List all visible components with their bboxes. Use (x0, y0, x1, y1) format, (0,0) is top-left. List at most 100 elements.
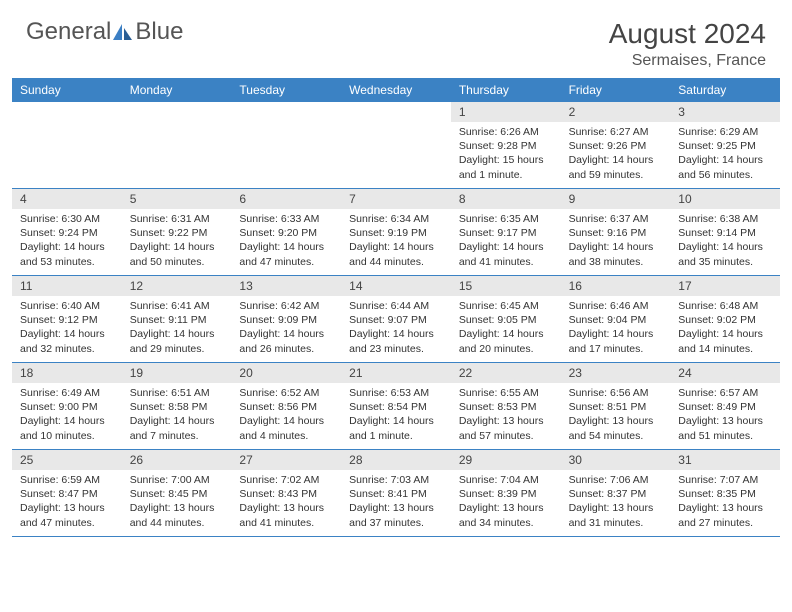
daylight-text: Daylight: 14 hours and 38 minutes. (569, 240, 663, 268)
sunset-text: Sunset: 8:43 PM (239, 487, 333, 501)
dow-thursday: Thursday (451, 78, 561, 102)
sunset-text: Sunset: 9:24 PM (20, 226, 114, 240)
day-cell: 11Sunrise: 6:40 AMSunset: 9:12 PMDayligh… (12, 276, 122, 362)
day-number: 4 (12, 189, 122, 209)
daylight-text: Daylight: 14 hours and 4 minutes. (239, 414, 333, 442)
day-number: 11 (12, 276, 122, 296)
day-number: 13 (231, 276, 341, 296)
day-body: Sunrise: 6:30 AMSunset: 9:24 PMDaylight:… (12, 209, 122, 269)
daylight-text: Daylight: 14 hours and 29 minutes. (130, 327, 224, 355)
day-number: 20 (231, 363, 341, 383)
day-body: Sunrise: 6:38 AMSunset: 9:14 PMDaylight:… (670, 209, 780, 269)
daylight-text: Daylight: 14 hours and 35 minutes. (678, 240, 772, 268)
sunset-text: Sunset: 9:04 PM (569, 313, 663, 327)
sunset-text: Sunset: 8:41 PM (349, 487, 443, 501)
daylight-text: Daylight: 14 hours and 17 minutes. (569, 327, 663, 355)
day-body: Sunrise: 7:07 AMSunset: 8:35 PMDaylight:… (670, 470, 780, 530)
dow-monday: Monday (122, 78, 232, 102)
sunset-text: Sunset: 8:37 PM (569, 487, 663, 501)
week-row: 25Sunrise: 6:59 AMSunset: 8:47 PMDayligh… (12, 450, 780, 537)
daylight-text: Daylight: 13 hours and 37 minutes. (349, 501, 443, 529)
sunrise-text: Sunrise: 6:53 AM (349, 386, 443, 400)
daylight-text: Daylight: 14 hours and 44 minutes. (349, 240, 443, 268)
day-number: 2 (561, 102, 671, 122)
day-body: Sunrise: 6:57 AMSunset: 8:49 PMDaylight:… (670, 383, 780, 443)
day-number: 8 (451, 189, 561, 209)
day-number: 7 (341, 189, 451, 209)
sunrise-text: Sunrise: 7:07 AM (678, 473, 772, 487)
sunrise-text: Sunrise: 6:30 AM (20, 212, 114, 226)
sunset-text: Sunset: 8:39 PM (459, 487, 553, 501)
day-number: 3 (670, 102, 780, 122)
daylight-text: Daylight: 13 hours and 47 minutes. (20, 501, 114, 529)
day-number: 18 (12, 363, 122, 383)
day-number: 30 (561, 450, 671, 470)
daylight-text: Daylight: 14 hours and 7 minutes. (130, 414, 224, 442)
logo-text-blue: Blue (135, 18, 183, 46)
day-cell: 20Sunrise: 6:52 AMSunset: 8:56 PMDayligh… (231, 363, 341, 449)
sunrise-text: Sunrise: 6:45 AM (459, 299, 553, 313)
daylight-text: Daylight: 14 hours and 59 minutes. (569, 153, 663, 181)
calendar: Sunday Monday Tuesday Wednesday Thursday… (0, 78, 792, 537)
daylight-text: Daylight: 15 hours and 1 minute. (459, 153, 553, 181)
day-cell: 21Sunrise: 6:53 AMSunset: 8:54 PMDayligh… (341, 363, 451, 449)
sunrise-text: Sunrise: 6:46 AM (569, 299, 663, 313)
day-cell: 10Sunrise: 6:38 AMSunset: 9:14 PMDayligh… (670, 189, 780, 275)
sunrise-text: Sunrise: 6:27 AM (569, 125, 663, 139)
sunrise-text: Sunrise: 6:52 AM (239, 386, 333, 400)
day-cell: 31Sunrise: 7:07 AMSunset: 8:35 PMDayligh… (670, 450, 780, 536)
sunset-text: Sunset: 9:07 PM (349, 313, 443, 327)
day-number (122, 102, 232, 108)
location-text: Sermaises, France (609, 52, 766, 70)
weeks-container: 1Sunrise: 6:26 AMSunset: 9:28 PMDaylight… (12, 102, 780, 537)
title-block: August 2024 Sermaises, France (609, 18, 766, 70)
daylight-text: Daylight: 14 hours and 10 minutes. (20, 414, 114, 442)
week-row: 1Sunrise: 6:26 AMSunset: 9:28 PMDaylight… (12, 102, 780, 189)
month-title: August 2024 (609, 18, 766, 50)
day-cell: 30Sunrise: 7:06 AMSunset: 8:37 PMDayligh… (561, 450, 671, 536)
day-body: Sunrise: 6:26 AMSunset: 9:28 PMDaylight:… (451, 122, 561, 182)
day-body: Sunrise: 6:59 AMSunset: 8:47 PMDaylight:… (12, 470, 122, 530)
daylight-text: Daylight: 14 hours and 56 minutes. (678, 153, 772, 181)
dow-sunday: Sunday (12, 78, 122, 102)
sunrise-text: Sunrise: 7:00 AM (130, 473, 224, 487)
day-cell: 18 Sunrise: 6:49 AMSunset: 9:00 PMDayligh… (12, 363, 122, 449)
daylight-text: Daylight: 14 hours and 14 minutes. (678, 327, 772, 355)
sunset-text: Sunset: 9:00 PM (20, 400, 114, 414)
sunrise-text: Sunrise: 6:34 AM (349, 212, 443, 226)
sunset-text: Sunset: 9:25 PM (678, 139, 772, 153)
sunset-text: Sunset: 9:26 PM (569, 139, 663, 153)
day-cell: 8Sunrise: 6:35 AMSunset: 9:17 PMDaylight… (451, 189, 561, 275)
day-cell: 16Sunrise: 6:46 AMSunset: 9:04 PMDayligh… (561, 276, 671, 362)
sunset-text: Sunset: 9:11 PM (130, 313, 224, 327)
day-cell: 27Sunrise: 7:02 AMSunset: 8:43 PMDayligh… (231, 450, 341, 536)
day-cell: 28Sunrise: 7:03 AMSunset: 8:41 PMDayligh… (341, 450, 451, 536)
day-number: 15 (451, 276, 561, 296)
day-body: Sunrise: 6:48 AMSunset: 9:02 PMDaylight:… (670, 296, 780, 356)
day-cell (341, 102, 451, 188)
daylight-text: Daylight: 14 hours and 26 minutes. (239, 327, 333, 355)
day-body: Sunrise: 7:04 AMSunset: 8:39 PMDaylight:… (451, 470, 561, 530)
day-body: Sunrise: 6:45 AMSunset: 9:05 PMDaylight:… (451, 296, 561, 356)
day-number: 14 (341, 276, 451, 296)
daylight-text: Daylight: 14 hours and 50 minutes. (130, 240, 224, 268)
day-body: Sunrise: 6:44 AMSunset: 9:07 PMDaylight:… (341, 296, 451, 356)
daylight-text: Daylight: 14 hours and 41 minutes. (459, 240, 553, 268)
sunrise-text: Sunrise: 6:31 AM (130, 212, 224, 226)
sunrise-text: Sunrise: 6:51 AM (130, 386, 224, 400)
day-number: 19 (122, 363, 232, 383)
sunset-text: Sunset: 9:17 PM (459, 226, 553, 240)
sunset-text: Sunset: 8:54 PM (349, 400, 443, 414)
day-body: Sunrise: 6:33 AMSunset: 9:20 PMDaylight:… (231, 209, 341, 269)
daylight-text: Daylight: 13 hours and 41 minutes. (239, 501, 333, 529)
sunrise-text: Sunrise: 6:40 AM (20, 299, 114, 313)
day-cell: 3Sunrise: 6:29 AMSunset: 9:25 PMDaylight… (670, 102, 780, 188)
day-number: 23 (561, 363, 671, 383)
daylight-text: Daylight: 14 hours and 20 minutes. (459, 327, 553, 355)
day-cell: 15Sunrise: 6:45 AMSunset: 9:05 PMDayligh… (451, 276, 561, 362)
sunrise-text: Sunrise: 6:49 AM (20, 386, 114, 400)
sunset-text: Sunset: 8:49 PM (678, 400, 772, 414)
sunset-text: Sunset: 9:22 PM (130, 226, 224, 240)
page-header: General Blue August 2024 Sermaises, Fran… (0, 0, 792, 78)
daylight-text: Daylight: 13 hours and 27 minutes. (678, 501, 772, 529)
